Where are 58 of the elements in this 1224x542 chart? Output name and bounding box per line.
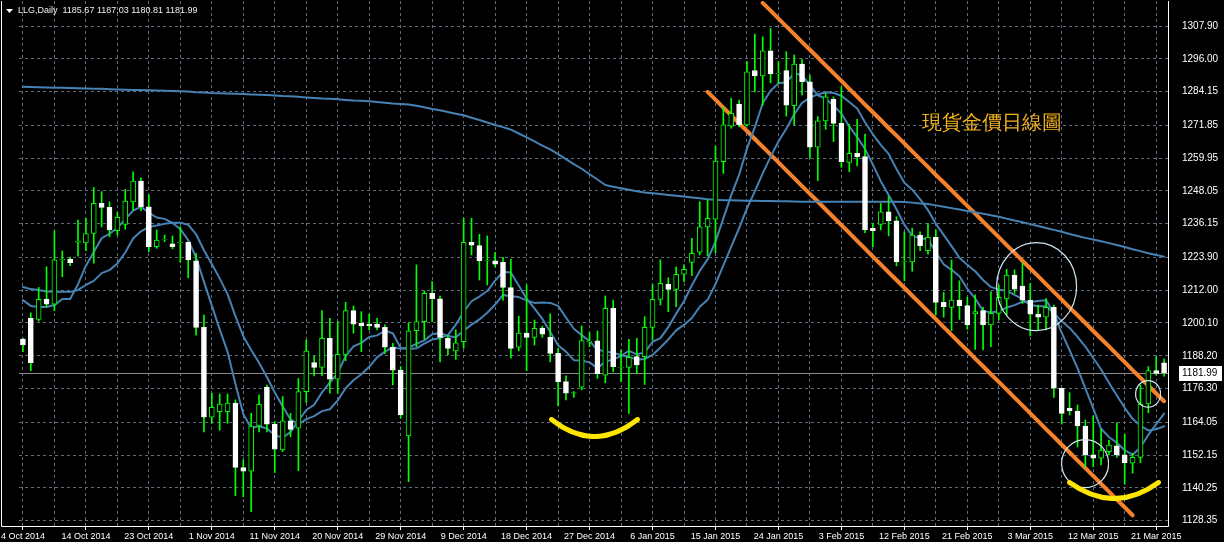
candlestick: [870, 222, 876, 248]
candlestick: [75, 219, 81, 257]
candlestick: [633, 338, 640, 374]
candlestick: [972, 294, 979, 350]
x-tick-label: 21 Feb 2015: [942, 530, 993, 541]
x-tick-label: 24 Jan 2015: [753, 530, 804, 541]
candlestick: [940, 292, 947, 318]
x-tick-label: 9 Dec 2014: [440, 530, 487, 541]
candlestick: [665, 277, 672, 313]
y-tick-label: 1212.00: [1182, 283, 1219, 295]
y-tick-label: 1248.05: [1182, 184, 1219, 196]
y-tick-label: 1128.35: [1182, 514, 1218, 526]
x-tick-label: 3 Mar 2015: [1007, 530, 1054, 541]
y-tick-label: 1164.05: [1182, 416, 1218, 428]
x-tick-label: 12 Mar 2015: [1067, 530, 1119, 541]
y-tick-label: 1176.30: [1182, 382, 1218, 394]
x-tick-label: 12 Feb 2015: [879, 530, 930, 541]
x-tick-label: 27 Dec 2014: [564, 530, 616, 541]
candlestick: [626, 338, 632, 414]
x-tick-label: 6 Jan 2015: [630, 530, 675, 541]
candlestick: [1121, 433, 1128, 485]
x-tick-label: 21 Mar 2015: [1130, 530, 1182, 541]
candlestick: [752, 33, 758, 93]
candlestick: [854, 119, 860, 167]
y-tick-label: 1259.95: [1182, 151, 1219, 163]
candlestick: [988, 291, 994, 348]
y-tick-label: 1296.00: [1182, 52, 1219, 64]
chart-subtitle: LLG,Daily 1185.67 1187.03 1180.81 1181.99: [18, 4, 198, 16]
candlestick: [1153, 356, 1160, 376]
x-tick-label: 4 Oct 2014: [0, 530, 45, 541]
x-tick-label: 23 Oct 2014: [124, 530, 174, 541]
candlestick: [1090, 415, 1097, 468]
candlestick: [1035, 304, 1041, 331]
y-tick-label: 1152.15: [1182, 448, 1218, 460]
candlestick: [846, 124, 853, 173]
x-tick-label: 29 Nov 2014: [375, 530, 427, 541]
candlestick: [216, 393, 223, 431]
x-tick-label: 20 Nov 2014: [312, 530, 364, 541]
ref-line-label: 1181.99: [1182, 367, 1218, 379]
candlestick: [59, 250, 66, 278]
candlestick: [240, 459, 247, 498]
x-tick-label: 3 Feb 2015: [818, 530, 865, 541]
candlestick: [429, 281, 435, 322]
y-tick-label: 1223.90: [1182, 251, 1219, 263]
x-tick-label: 15 Jan 2015: [690, 530, 741, 541]
y-tick-label: 1284.15: [1182, 85, 1219, 97]
y-tick-label: 1188.20: [1182, 349, 1218, 361]
y-tick-label: 1236.15: [1182, 217, 1219, 229]
x-tick-label: 14 Oct 2014: [61, 530, 111, 541]
y-tick-label: 1140.25: [1182, 481, 1218, 493]
x-tick-label: 11 Nov 2014: [249, 530, 300, 541]
candlestick: [1114, 422, 1120, 458]
text: 現貨金價日線圖: [922, 109, 1062, 135]
y-tick-label: 1307.90: [1182, 19, 1219, 31]
x-tick-label: 1 Nov 2014: [188, 530, 235, 541]
y-tick-label: 1200.10: [1182, 316, 1219, 328]
x-tick-label: 18 Dec 2014: [501, 530, 553, 541]
y-tick-label: 1271.85: [1182, 119, 1219, 131]
